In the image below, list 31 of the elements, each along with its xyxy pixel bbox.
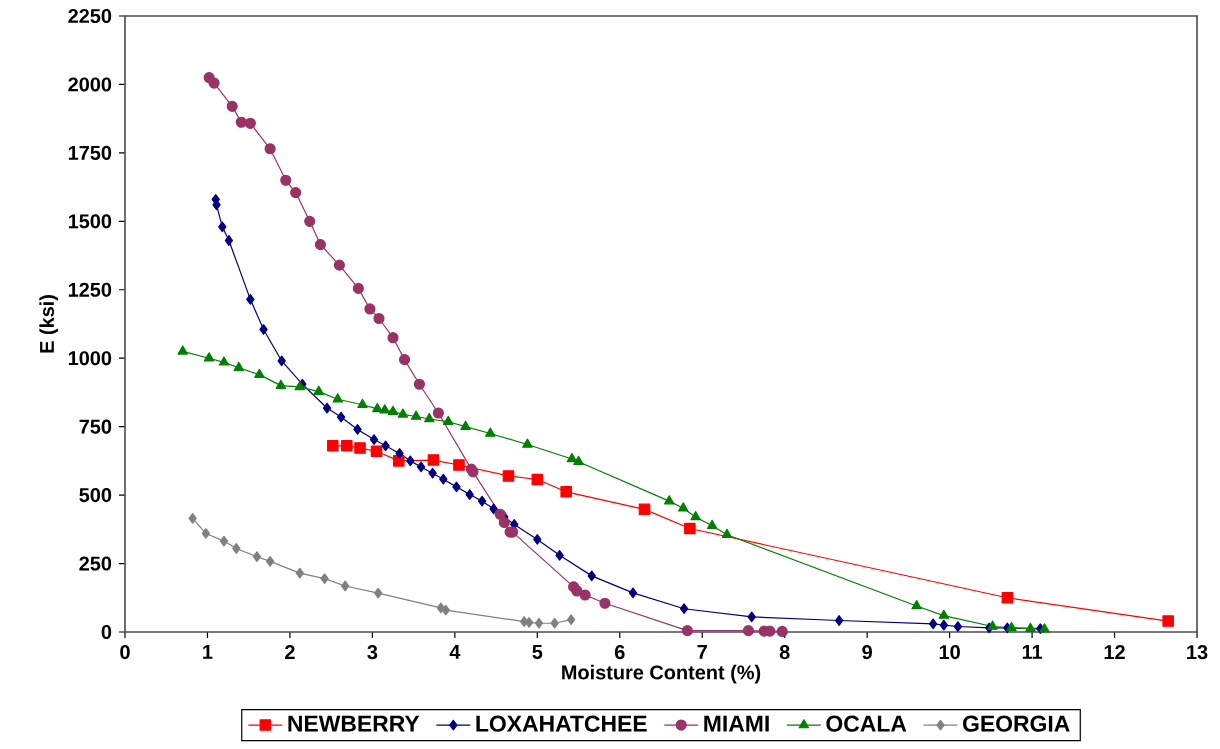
x-tick-label: 2	[285, 645, 295, 659]
x-tick-label: 6	[614, 645, 625, 660]
legend-label: OCALA	[826, 715, 907, 732]
x-tick-label: 1	[203, 645, 213, 659]
x-tick-label: 11	[1022, 645, 1043, 659]
y-tick-label: 1500	[68, 214, 112, 229]
y-tick-label: 2000	[68, 77, 112, 92]
y-tick-label: 1000	[68, 351, 112, 366]
y-axis-title: E (ksi)	[39, 295, 58, 353]
legend-label: LOXAHATCHEE	[476, 715, 647, 732]
x-tick-label: 4	[449, 645, 461, 659]
x-tick-label: 10	[939, 645, 960, 660]
x-tick-label: 7	[697, 645, 707, 659]
y-tick-label: 2250	[68, 8, 112, 24]
y-tick-label: 500	[79, 488, 112, 503]
legend-label: GEORGIA	[963, 715, 1070, 732]
x-axis-title: Moisture Content (%)	[562, 664, 761, 684]
x-tick-label: 5	[532, 645, 543, 659]
x-tick-label: 13	[1187, 645, 1208, 660]
legend-label: MIAMI	[704, 715, 769, 732]
legend-label: NEWBERRY	[288, 715, 420, 732]
y-tick-label: 0	[101, 624, 112, 640]
x-tick-label: 12	[1104, 645, 1125, 659]
x-tick-label: 0	[120, 645, 130, 660]
y-tick-label: 250	[79, 556, 112, 571]
x-tick-label: 8	[779, 645, 790, 660]
y-tick-label: 1250	[68, 282, 112, 297]
x-tick-label: 9	[862, 645, 872, 660]
x-tick-label: 3	[367, 645, 378, 660]
y-tick-label: 1750	[68, 145, 112, 160]
y-tick-label: 750	[79, 419, 112, 434]
